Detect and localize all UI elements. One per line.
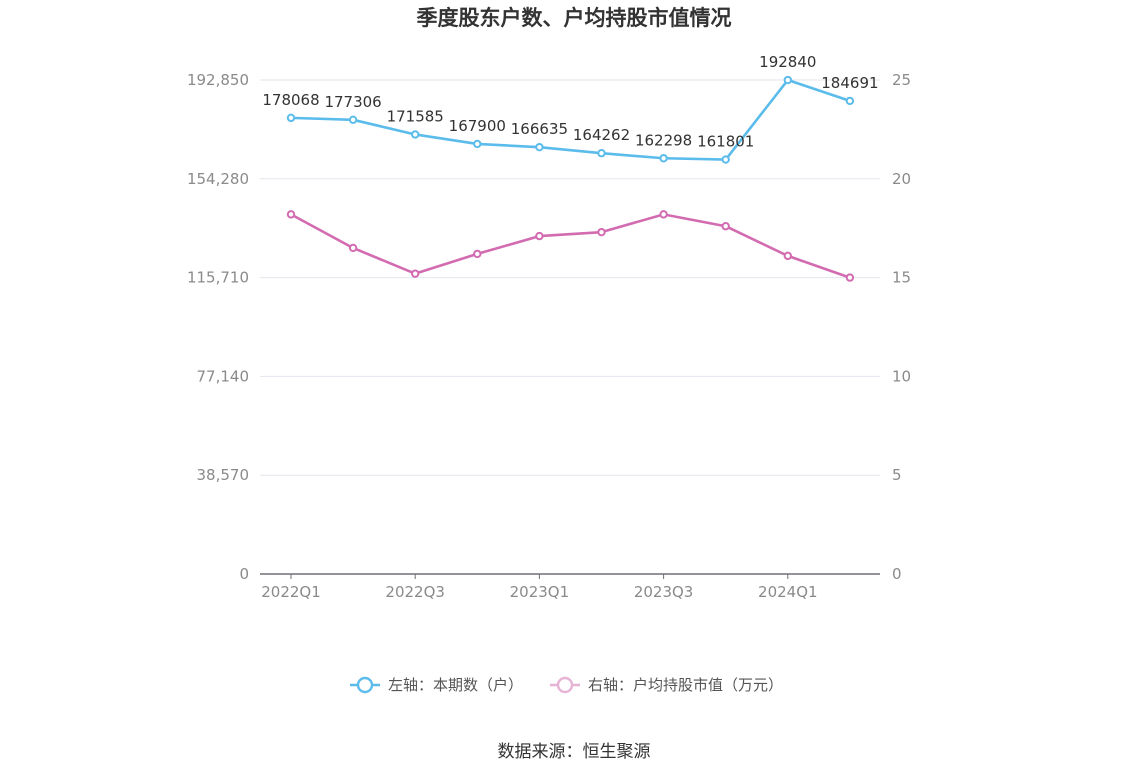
point-households — [411, 130, 420, 139]
data-label: 184691 — [821, 74, 878, 92]
source-note: 数据来源：恒生聚源 — [498, 742, 651, 762]
point-avg-value — [659, 210, 668, 219]
data-label: 164262 — [573, 126, 630, 144]
legend[interactable]: 左轴：本期数（户） 右轴：户均持股市值（万元） — [350, 676, 783, 694]
data-label: 162298 — [635, 131, 692, 149]
legend-marker-icon — [356, 676, 374, 694]
point-households — [721, 155, 730, 164]
y-left-tick-label: 115,710 — [187, 269, 249, 287]
y-left-tick-label: 154,280 — [187, 170, 249, 188]
point-avg-value — [473, 249, 482, 259]
y-right-tick-label: 25 — [892, 71, 911, 89]
legend-item-households[interactable]: 左轴：本期数（户） — [350, 676, 523, 694]
point-households — [659, 154, 668, 163]
point-households — [286, 113, 296, 123]
point-avg-value — [348, 243, 358, 253]
series-line-avg-value — [290, 213, 851, 279]
data-label: 192840 — [759, 53, 816, 71]
data-label: 178068 — [262, 91, 319, 109]
data-label: 167900 — [449, 117, 506, 135]
y-right-tick-label: 5 — [892, 466, 902, 484]
x-tick-label: 2023Q1 — [510, 583, 570, 601]
data-label: 166635 — [511, 120, 568, 138]
y-right-tick-label: 10 — [892, 367, 911, 385]
series — [286, 75, 855, 282]
y-left-tick-label: 38,570 — [197, 466, 250, 484]
chart-title: 季度股东户数、户均持股市值情况 — [417, 6, 732, 30]
axes: 0 0 38,570 5 77,140 10 115,710 15 154,280 20 192,8… — [187, 71, 911, 601]
point-households — [783, 75, 792, 85]
point-avg-value — [286, 210, 296, 219]
y-right-tick-label: 0 — [892, 565, 902, 583]
data-label: 171585 — [387, 107, 444, 125]
point-avg-value — [411, 269, 420, 278]
point-avg-value — [783, 251, 792, 261]
point-households — [348, 115, 358, 125]
legend-marker-icon — [556, 676, 574, 694]
series-line-households — [290, 78, 851, 161]
point-households — [535, 142, 544, 152]
y-left-tick-label: 192,850 — [187, 71, 249, 89]
y-right-tick-label: 15 — [892, 269, 911, 287]
point-avg-value — [597, 227, 606, 237]
point-avg-value — [535, 231, 544, 241]
legend-label: 左轴：本期数（户） — [388, 676, 523, 694]
point-avg-value — [721, 222, 730, 231]
y-right-tick-label: 20 — [892, 170, 911, 188]
data-labels: 178068 177306 171585 167900 166635 164262 1622… — [262, 53, 878, 151]
y-left-tick-label: 0 — [239, 565, 249, 583]
x-tick-label: 2024Q1 — [758, 583, 818, 601]
data-label: 177306 — [324, 93, 381, 111]
x-tick-label: 2023Q3 — [634, 583, 694, 601]
legend-item-avg-value[interactable]: 右轴：户均持股市值（万元） — [550, 676, 783, 694]
x-tick-label: 2022Q1 — [261, 583, 321, 601]
y-left-tick-label: 77,140 — [197, 367, 250, 385]
legend-label: 右轴：户均持股市值（万元） — [588, 676, 783, 694]
grid — [260, 79, 880, 476]
point-households — [597, 149, 606, 158]
point-avg-value — [845, 273, 855, 282]
data-label: 161801 — [697, 133, 754, 151]
x-tick-label: 2022Q3 — [385, 583, 445, 601]
point-households — [473, 139, 482, 149]
point-households — [845, 96, 855, 106]
